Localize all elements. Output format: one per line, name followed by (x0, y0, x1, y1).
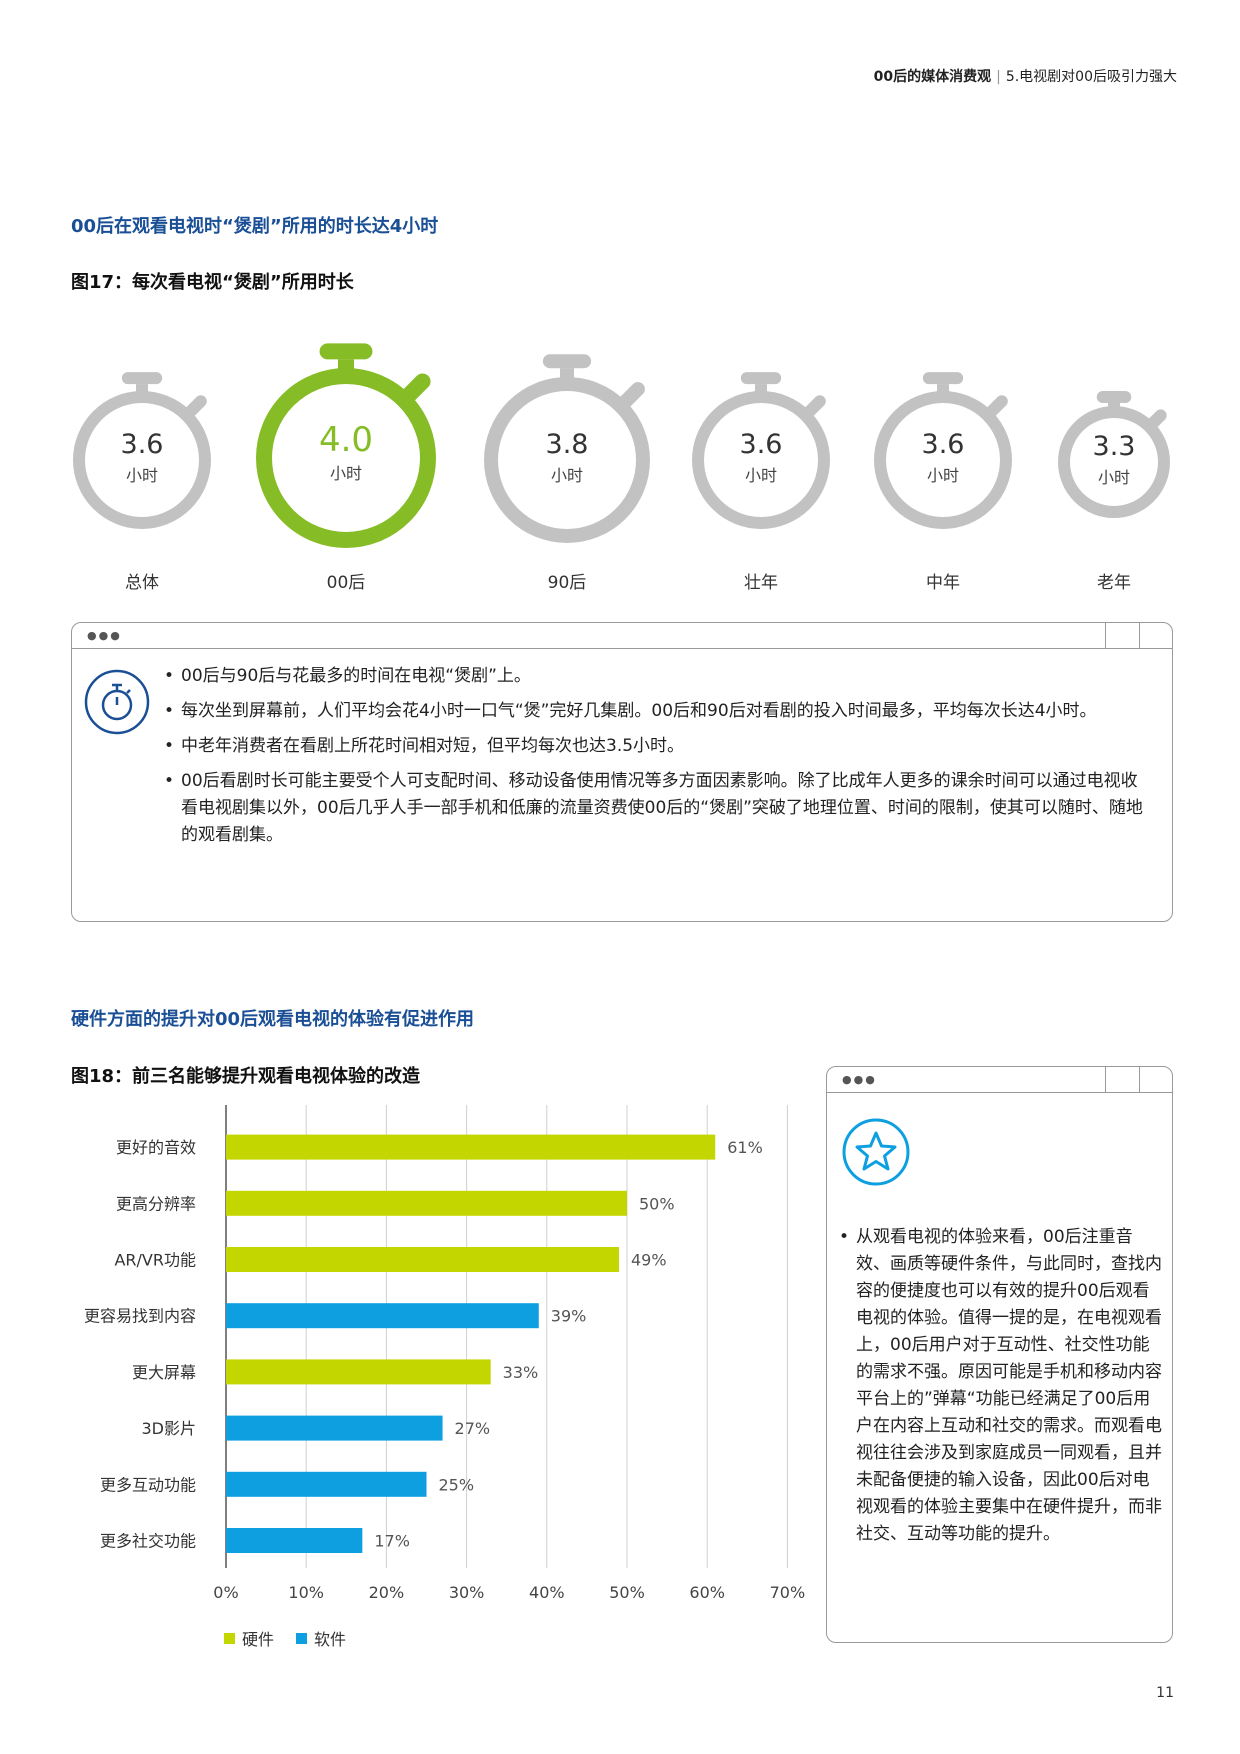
stopwatch-unit: 小时 (329, 464, 362, 483)
titlebar-divider (1104, 1067, 1106, 1092)
stopwatch-label: 90后 (547, 573, 587, 593)
category-label: 3D影片 (141, 1419, 196, 1438)
x-tick-label: 20% (369, 1583, 405, 1602)
data-label: 39% (551, 1307, 587, 1326)
stopwatch-5: 3.3 小时 (1024, 372, 1204, 552)
stopwatch-unit: 小时 (744, 466, 777, 485)
bar (226, 1303, 539, 1329)
legend-item: 硬件 (224, 1626, 274, 1650)
header-report-title: 00后的媒体消费观 (873, 69, 992, 85)
stopwatch-value: 3.8 (545, 429, 589, 460)
stopwatch-value: 3.6 (120, 429, 164, 460)
stopwatch-icon (692, 372, 830, 529)
titlebar-divider (1138, 623, 1140, 648)
page-header: 00后的媒体消费观 | 5.电视剧对00后吸引力强大 (874, 66, 1177, 86)
stopwatch-icon (84, 669, 150, 739)
titlebar-divider (1104, 623, 1106, 648)
stopwatch-label: 壮年 (744, 573, 778, 593)
x-tick-label: 0% (213, 1583, 238, 1602)
data-label: 17% (374, 1532, 410, 1551)
stopwatch-label: 00后 (326, 573, 366, 593)
chart-legend: 硬件 软件 (224, 1626, 368, 1650)
stopwatch-3: 3.6 小时 (658, 357, 864, 563)
bullet-item: 00后与90后与花最多的时间在电视“煲剧”上。 (164, 663, 1154, 690)
category-label: 更高分辨率 (116, 1194, 196, 1213)
page-number: 11 (1156, 1685, 1174, 1701)
stopwatch-label: 老年 (1097, 573, 1131, 593)
bullet-item: 每次坐到屏幕前，人们平均会花4小时一口气“煲”完好几集剧。00后和90后对看剧的… (164, 698, 1154, 725)
bar (226, 1528, 363, 1553)
stopwatch-value: 4.0 (318, 420, 374, 460)
stopwatch-4: 3.6 小时 (840, 357, 1046, 563)
data-label: 61% (727, 1138, 763, 1157)
category-label: 更好的音效 (116, 1138, 196, 1157)
bar-chart: 0% 10% 20% 30% 40% 50% 60% 70% 更好的音效 61% 更高分辨率 50% A… (84, 1105, 806, 1602)
bar (226, 1134, 716, 1160)
box-2-text: 从观看电视的体验来看，00后注重音效、画质等硬件条件，与此同时，查找内容的便捷度… (839, 1224, 1162, 1548)
stopwatch-value: 3.6 (739, 429, 783, 460)
data-label: 33% (503, 1363, 539, 1382)
titlebar-divider (1138, 1067, 1140, 1092)
box-1-bullets: 00后与90后与花最多的时间在电视“煲剧”上。每次坐到屏幕前，人们平均会花4小时… (164, 663, 1154, 857)
x-tick-label: 10% (288, 1583, 324, 1602)
x-tick-label: 70% (770, 1583, 806, 1602)
category-label: 更多社交功能 (100, 1532, 196, 1551)
stopwatch-value: 3.6 (921, 429, 965, 460)
stopwatch-icon (73, 372, 211, 529)
stopwatch-2: 3.8 小时 (451, 344, 683, 576)
legend-swatch (224, 1632, 235, 1644)
bar (226, 1190, 627, 1216)
stopwatch-label: 中年 (926, 573, 960, 593)
x-tick-label: 40% (529, 1583, 565, 1602)
stopwatch-unit: 小时 (1097, 468, 1130, 487)
stopwatch-0: 3.6 小时 (39, 357, 245, 563)
insight-box-2: ●●● 从观看电视的体验来看，00后注重音效、画质等硬件条件，与此同时，查找内容… (826, 1066, 1173, 1643)
bullet-item: 中老年消费者在看剧上所花时间相对短，但平均每次也达3.5小时。 (164, 733, 1154, 760)
header-section-title: 5.电视剧对00后吸引力强大 (1005, 69, 1177, 85)
stopwatch-unit: 小时 (926, 466, 959, 485)
data-label: 49% (631, 1251, 667, 1270)
stopwatch-icon (1058, 391, 1170, 518)
stopwatch-1: 4.0 小时 (224, 336, 468, 580)
legend-item: 软件 (296, 1626, 346, 1650)
section-1-title: 00后在观看电视时“煲剧”所用的时长达4小时 (71, 216, 439, 237)
insight-box-1: ●●● 00后与90后与花最多的时间在电视“煲剧”上。每次坐到屏幕前，人们平均会… (71, 622, 1173, 922)
window-dots: ●●● (842, 1073, 877, 1086)
bar (226, 1471, 427, 1497)
legend-swatch (296, 1632, 308, 1644)
figure-18-title: 图18：前三名能够提升观看电视体验的改造 (71, 1066, 421, 1087)
x-tick-label: 50% (609, 1583, 645, 1602)
x-tick-label: 60% (689, 1583, 725, 1602)
data-label: 25% (439, 1475, 475, 1494)
x-tick-label: 30% (449, 1583, 485, 1602)
stopwatch-label: 总体 (125, 573, 159, 593)
header-separator: | (996, 69, 1001, 85)
stopwatch-icon (256, 343, 436, 548)
stopwatch-unit: 小时 (550, 466, 583, 485)
data-label: 27% (455, 1419, 491, 1438)
window-dots: ●●● (87, 629, 122, 642)
bullet-item: 00后看剧时长可能主要受个人可支配时间、移动设备使用情况等多方面因素影响。除了比… (164, 768, 1154, 849)
category-label: 更多互动功能 (100, 1475, 196, 1494)
box-titlebar: ●●● (72, 623, 1172, 649)
category-label: AR/VR功能 (114, 1251, 196, 1270)
bar (226, 1415, 443, 1441)
bar (226, 1247, 619, 1272)
category-label: 更容易找到内容 (84, 1307, 196, 1326)
stopwatch-icon (874, 372, 1012, 529)
figure-17-title: 图17：每次看电视“煲剧”所用时长 (71, 272, 354, 293)
bar (226, 1359, 491, 1385)
legend-label: 软件 (314, 1630, 347, 1649)
star-icon (841, 1117, 911, 1191)
stopwatch-value: 3.3 (1092, 431, 1136, 462)
section-2-title: 硬件方面的提升对00后观看电视的体验有促进作用 (71, 1009, 475, 1030)
box-titlebar: ●●● (827, 1067, 1172, 1093)
stopwatch-icon (484, 354, 650, 543)
category-label: 更大屏幕 (132, 1363, 196, 1382)
stopwatch-unit: 小时 (125, 466, 158, 485)
legend-label: 硬件 (242, 1630, 275, 1649)
data-label: 50% (639, 1194, 675, 1213)
